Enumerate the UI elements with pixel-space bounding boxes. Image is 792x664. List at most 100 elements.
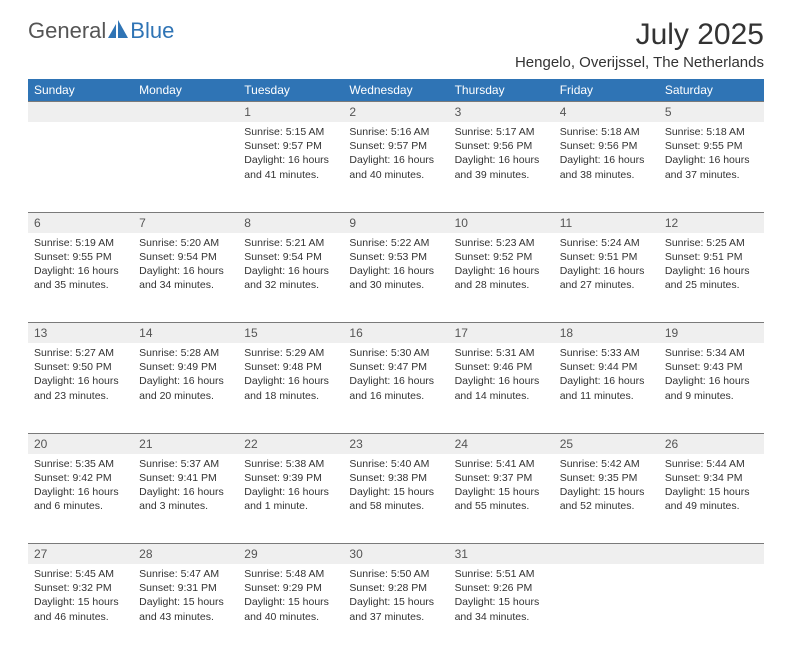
daylight-line: Daylight: 16 hours and 39 minutes. [455, 153, 548, 181]
day-cell: Sunrise: 5:40 AMSunset: 9:38 PMDaylight:… [343, 454, 448, 544]
sunset-line: Sunset: 9:49 PM [139, 360, 232, 374]
day-cell: Sunrise: 5:19 AMSunset: 9:55 PMDaylight:… [28, 233, 133, 323]
daylight-line: Daylight: 16 hours and 14 minutes. [455, 374, 548, 402]
day-number: 2 [343, 102, 448, 123]
day-cell: Sunrise: 5:25 AMSunset: 9:51 PMDaylight:… [659, 233, 764, 323]
sunset-line: Sunset: 9:32 PM [34, 581, 127, 595]
sunrise-line: Sunrise: 5:20 AM [139, 236, 232, 250]
daylight-line: Daylight: 16 hours and 1 minute. [244, 485, 337, 513]
daylight-line: Daylight: 15 hours and 34 minutes. [455, 595, 548, 623]
sunset-line: Sunset: 9:37 PM [455, 471, 548, 485]
day-cell: Sunrise: 5:16 AMSunset: 9:57 PMDaylight:… [343, 122, 448, 212]
day-cell: Sunrise: 5:35 AMSunset: 9:42 PMDaylight:… [28, 454, 133, 544]
daylight-line: Daylight: 15 hours and 58 minutes. [349, 485, 442, 513]
daylight-line: Daylight: 15 hours and 37 minutes. [349, 595, 442, 623]
day-details: Sunrise: 5:40 AMSunset: 9:38 PMDaylight:… [343, 454, 448, 520]
daylight-line: Daylight: 16 hours and 16 minutes. [349, 374, 442, 402]
day-number: 24 [449, 433, 554, 454]
sunset-line: Sunset: 9:53 PM [349, 250, 442, 264]
day-cell: Sunrise: 5:38 AMSunset: 9:39 PMDaylight:… [238, 454, 343, 544]
sunset-line: Sunset: 9:54 PM [139, 250, 232, 264]
day-number [28, 102, 133, 123]
sunrise-line: Sunrise: 5:15 AM [244, 125, 337, 139]
calendar-page: General Blue July 2025 Hengelo, Overijss… [0, 0, 792, 664]
month-title: July 2025 [515, 18, 764, 52]
day-cell: Sunrise: 5:31 AMSunset: 9:46 PMDaylight:… [449, 343, 554, 433]
sunrise-line: Sunrise: 5:24 AM [560, 236, 653, 250]
day-number: 13 [28, 323, 133, 344]
day-details: Sunrise: 5:29 AMSunset: 9:48 PMDaylight:… [238, 343, 343, 409]
day-details: Sunrise: 5:41 AMSunset: 9:37 PMDaylight:… [449, 454, 554, 520]
sunrise-line: Sunrise: 5:40 AM [349, 457, 442, 471]
sunset-line: Sunset: 9:39 PM [244, 471, 337, 485]
day-cell: Sunrise: 5:41 AMSunset: 9:37 PMDaylight:… [449, 454, 554, 544]
day-cell: Sunrise: 5:37 AMSunset: 9:41 PMDaylight:… [133, 454, 238, 544]
daylight-line: Daylight: 15 hours and 46 minutes. [34, 595, 127, 623]
day-cell: Sunrise: 5:21 AMSunset: 9:54 PMDaylight:… [238, 233, 343, 323]
day-number: 12 [659, 212, 764, 233]
sunrise-line: Sunrise: 5:44 AM [665, 457, 758, 471]
day-number: 10 [449, 212, 554, 233]
sunset-line: Sunset: 9:50 PM [34, 360, 127, 374]
day-cell: Sunrise: 5:23 AMSunset: 9:52 PMDaylight:… [449, 233, 554, 323]
day-cell: Sunrise: 5:15 AMSunset: 9:57 PMDaylight:… [238, 122, 343, 212]
day-number: 3 [449, 102, 554, 123]
sunset-line: Sunset: 9:48 PM [244, 360, 337, 374]
sunrise-line: Sunrise: 5:28 AM [139, 346, 232, 360]
day-details: Sunrise: 5:47 AMSunset: 9:31 PMDaylight:… [133, 564, 238, 630]
sunset-line: Sunset: 9:55 PM [34, 250, 127, 264]
day-details: Sunrise: 5:44 AMSunset: 9:34 PMDaylight:… [659, 454, 764, 520]
day-details: Sunrise: 5:24 AMSunset: 9:51 PMDaylight:… [554, 233, 659, 299]
day-number: 26 [659, 433, 764, 454]
daylight-line: Daylight: 16 hours and 18 minutes. [244, 374, 337, 402]
day-details: Sunrise: 5:23 AMSunset: 9:52 PMDaylight:… [449, 233, 554, 299]
daylight-line: Daylight: 16 hours and 28 minutes. [455, 264, 548, 292]
weekday-header: Tuesday [238, 79, 343, 102]
sunset-line: Sunset: 9:35 PM [560, 471, 653, 485]
day-number: 6 [28, 212, 133, 233]
daylight-line: Daylight: 15 hours and 43 minutes. [139, 595, 232, 623]
day-body-row: Sunrise: 5:45 AMSunset: 9:32 PMDaylight:… [28, 564, 764, 654]
day-number: 18 [554, 323, 659, 344]
daylight-line: Daylight: 16 hours and 23 minutes. [34, 374, 127, 402]
daylight-line: Daylight: 15 hours and 40 minutes. [244, 595, 337, 623]
daylight-line: Daylight: 16 hours and 27 minutes. [560, 264, 653, 292]
sunset-line: Sunset: 9:51 PM [560, 250, 653, 264]
day-cell [554, 564, 659, 654]
calendar-table: SundayMondayTuesdayWednesdayThursdayFrid… [28, 79, 764, 654]
sunrise-line: Sunrise: 5:29 AM [244, 346, 337, 360]
day-cell: Sunrise: 5:47 AMSunset: 9:31 PMDaylight:… [133, 564, 238, 654]
sunrise-line: Sunrise: 5:41 AM [455, 457, 548, 471]
day-cell: Sunrise: 5:29 AMSunset: 9:48 PMDaylight:… [238, 343, 343, 433]
day-number: 22 [238, 433, 343, 454]
sunset-line: Sunset: 9:28 PM [349, 581, 442, 595]
sunrise-line: Sunrise: 5:37 AM [139, 457, 232, 471]
day-number: 15 [238, 323, 343, 344]
daylight-line: Daylight: 16 hours and 9 minutes. [665, 374, 758, 402]
sunset-line: Sunset: 9:42 PM [34, 471, 127, 485]
day-number-row: 6789101112 [28, 212, 764, 233]
sunrise-line: Sunrise: 5:33 AM [560, 346, 653, 360]
sunrise-line: Sunrise: 5:16 AM [349, 125, 442, 139]
daylight-line: Daylight: 16 hours and 20 minutes. [139, 374, 232, 402]
day-details: Sunrise: 5:30 AMSunset: 9:47 PMDaylight:… [343, 343, 448, 409]
sunrise-line: Sunrise: 5:50 AM [349, 567, 442, 581]
weekday-header: Thursday [449, 79, 554, 102]
day-cell: Sunrise: 5:44 AMSunset: 9:34 PMDaylight:… [659, 454, 764, 544]
sunrise-line: Sunrise: 5:45 AM [34, 567, 127, 581]
weekday-header: Sunday [28, 79, 133, 102]
day-cell: Sunrise: 5:48 AMSunset: 9:29 PMDaylight:… [238, 564, 343, 654]
day-number: 17 [449, 323, 554, 344]
day-details: Sunrise: 5:21 AMSunset: 9:54 PMDaylight:… [238, 233, 343, 299]
day-number [133, 102, 238, 123]
header: General Blue July 2025 Hengelo, Overijss… [28, 18, 764, 71]
day-number-row: 12345 [28, 102, 764, 123]
day-number: 31 [449, 544, 554, 565]
day-number: 30 [343, 544, 448, 565]
daylight-line: Daylight: 15 hours and 49 minutes. [665, 485, 758, 513]
daylight-line: Daylight: 16 hours and 41 minutes. [244, 153, 337, 181]
daylight-line: Daylight: 16 hours and 40 minutes. [349, 153, 442, 181]
day-details: Sunrise: 5:18 AMSunset: 9:55 PMDaylight:… [659, 122, 764, 188]
day-cell: Sunrise: 5:20 AMSunset: 9:54 PMDaylight:… [133, 233, 238, 323]
weekday-header: Wednesday [343, 79, 448, 102]
